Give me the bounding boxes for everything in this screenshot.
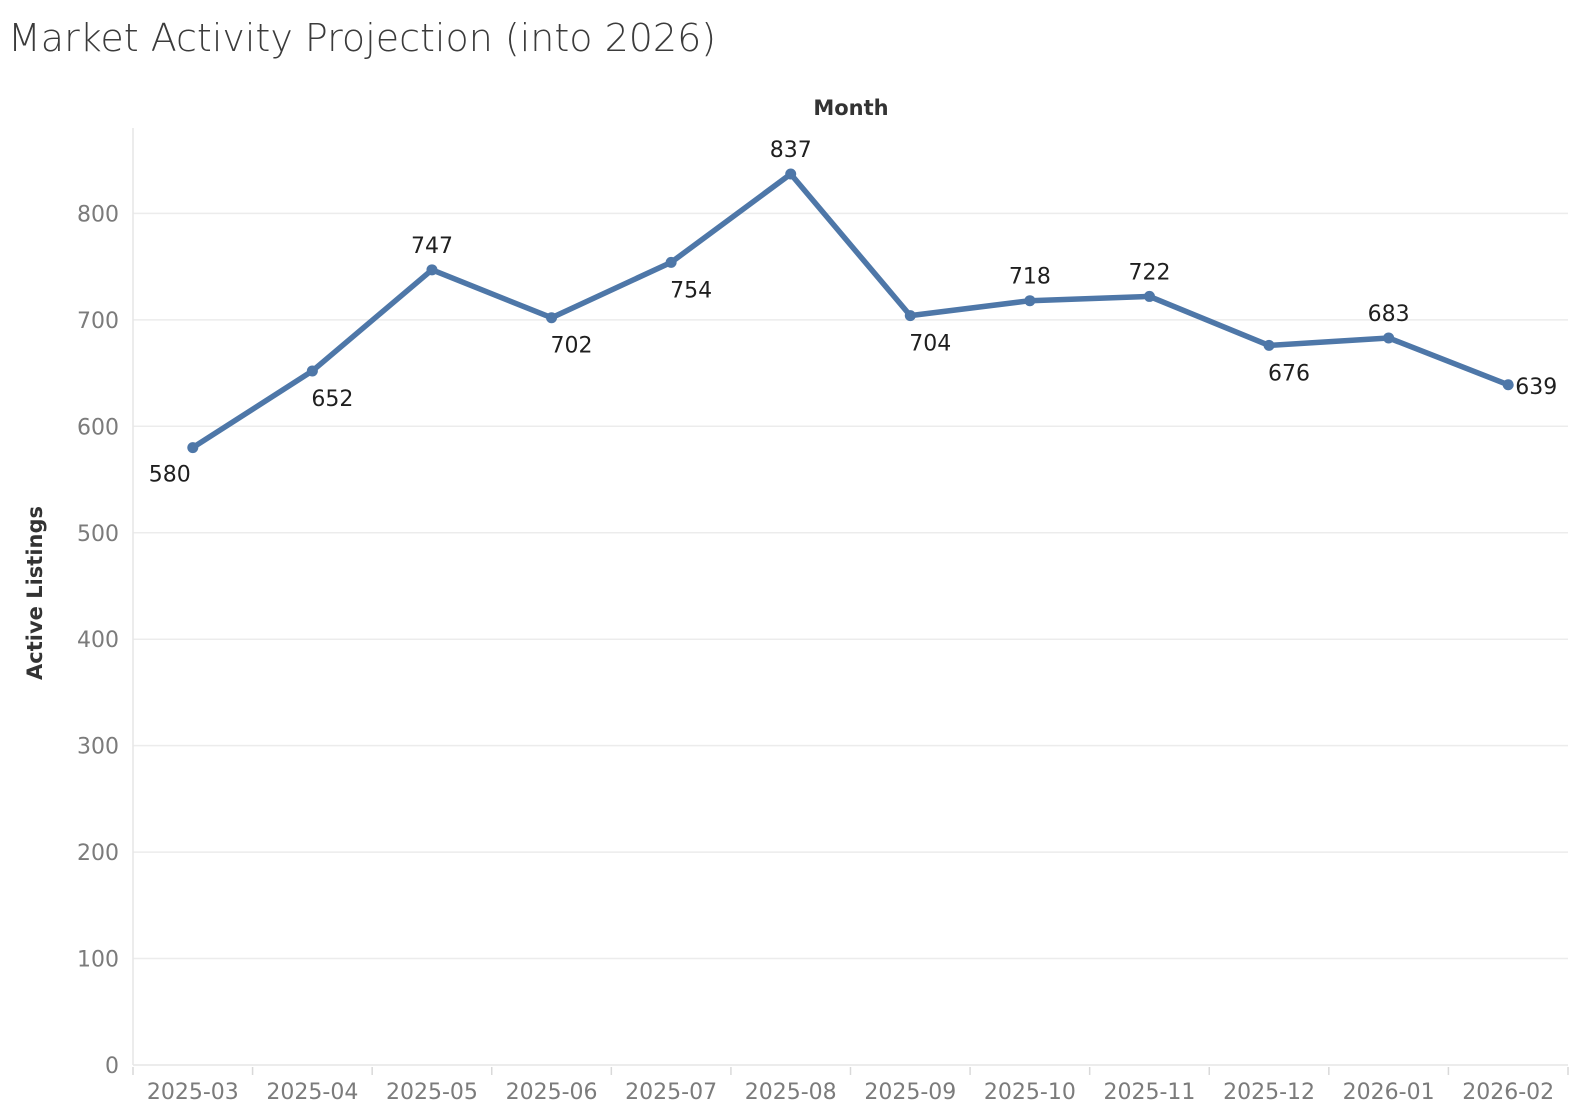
data-point[interactable] xyxy=(1383,332,1395,344)
data-point[interactable] xyxy=(306,365,318,377)
data-label: 683 xyxy=(1368,302,1410,327)
x-tick-label: 2025-12 xyxy=(1223,1080,1315,1105)
x-axis-title: Month xyxy=(813,96,888,120)
data-point[interactable] xyxy=(665,256,677,268)
data-label: 676 xyxy=(1268,361,1310,386)
data-point[interactable] xyxy=(785,168,797,180)
y-tick-label: 200 xyxy=(77,841,119,866)
y-tick-label: 300 xyxy=(77,735,119,760)
data-point[interactable] xyxy=(1024,295,1036,307)
x-tick-label: 2025-09 xyxy=(864,1080,956,1105)
y-tick-label: 100 xyxy=(77,948,119,973)
data-label: 754 xyxy=(670,278,712,303)
x-tick-label: 2025-04 xyxy=(266,1080,358,1105)
data-label: 702 xyxy=(551,334,593,359)
data-point[interactable] xyxy=(546,312,558,324)
data-labels: 580 652 747 702 754 837 704 718 722 676 683 639 xyxy=(149,138,1557,488)
data-point[interactable] xyxy=(904,310,916,322)
data-label: 652 xyxy=(311,387,353,412)
data-label: 718 xyxy=(1009,265,1051,290)
data-point[interactable] xyxy=(1143,290,1155,302)
chart-title: Market Activity Projection (into 2026) xyxy=(8,16,717,60)
x-tick-label: 2025-06 xyxy=(506,1080,598,1105)
x-tick-label: 2026-02 xyxy=(1462,1080,1554,1105)
data-point[interactable] xyxy=(1263,339,1275,351)
y-tick-label: 0 xyxy=(105,1054,119,1079)
data-label: 580 xyxy=(149,463,191,488)
data-label: 837 xyxy=(770,138,812,163)
x-tick-label: 2026-01 xyxy=(1343,1080,1435,1105)
y-axis-title: Active Listings xyxy=(23,506,47,680)
y-tick-label: 600 xyxy=(77,415,119,440)
data-label: 722 xyxy=(1128,260,1170,285)
series-line xyxy=(190,171,1511,451)
data-label: 747 xyxy=(411,234,453,259)
data-label: 639 xyxy=(1515,375,1557,400)
y-tick-label: 500 xyxy=(77,522,119,547)
grid-lines xyxy=(133,212,1568,960)
x-tick-label: 2025-08 xyxy=(745,1080,837,1105)
x-tick-label: 2025-05 xyxy=(386,1080,478,1105)
y-tick-label: 700 xyxy=(77,309,119,334)
data-label: 704 xyxy=(909,332,951,357)
x-tick-label: 2025-07 xyxy=(625,1080,717,1105)
x-tick-label: 2025-10 xyxy=(984,1080,1076,1105)
data-point[interactable] xyxy=(426,264,438,276)
data-point[interactable] xyxy=(1502,379,1514,391)
x-tick-label: 2025-11 xyxy=(1103,1080,1195,1105)
y-tick-label: 400 xyxy=(77,628,119,653)
axes: 0 100 200 300 400 500 600 700 800 2025-03 2025-04 2… xyxy=(77,128,1569,1105)
x-tick-label: 2025-03 xyxy=(147,1080,239,1105)
series xyxy=(187,168,1514,454)
y-tick-label: 800 xyxy=(77,202,119,227)
data-point[interactable] xyxy=(187,442,199,454)
